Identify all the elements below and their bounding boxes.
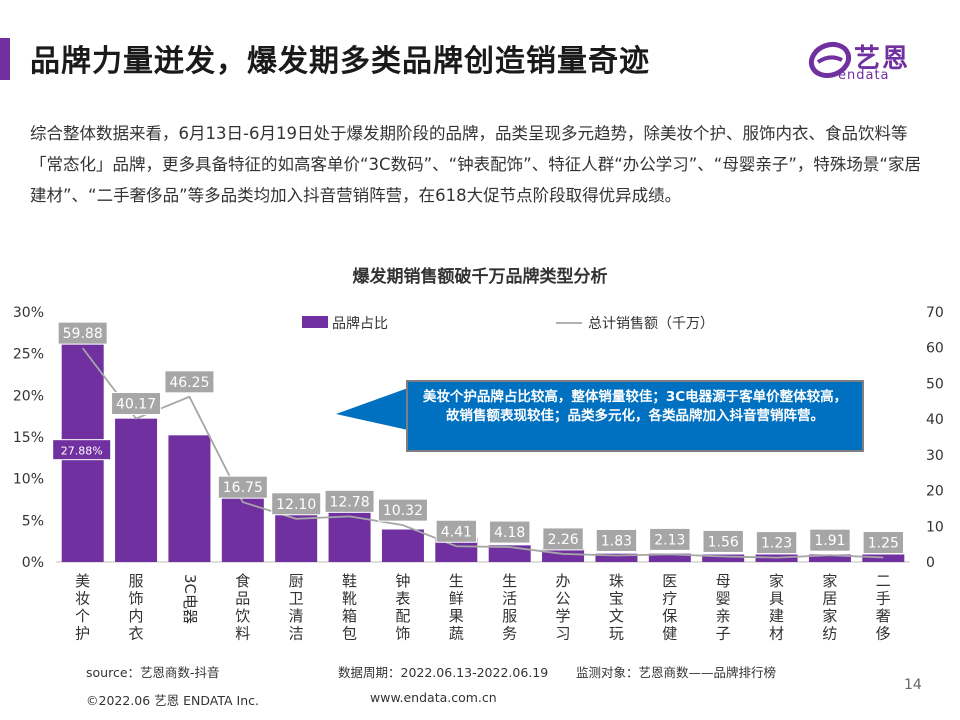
category-label: 3C电器: [181, 574, 199, 624]
bar: [115, 418, 158, 562]
line-data-label: 1.91: [814, 533, 845, 549]
callout-box: 美妆个护品牌占比较高，整体销量较佳；3C电器源于客单价整体较高，故销售额表现较佳…: [406, 380, 864, 452]
right-axis-tick-label: 0: [926, 555, 935, 571]
category-label: 珠宝文玩: [609, 572, 624, 643]
footer-monitor: 监测对象：艺恩商数——品牌排行榜: [576, 665, 777, 680]
line-data-label-box: [57, 321, 108, 345]
left-axis-tick-label: 20%: [13, 388, 44, 404]
bar: [648, 553, 691, 562]
footer-website: www.endata.com.cn: [370, 690, 497, 705]
line-data-label: 1.56: [708, 534, 739, 550]
line-data-label-box: [542, 527, 584, 551]
line-data-label-box: [862, 531, 905, 555]
line-data-label-box: [217, 475, 268, 499]
footer-period: 数据周期：2022.06.13-2022.06.19: [338, 665, 549, 680]
chart-title: 爆发期销售额破千万品牌类型分析: [352, 267, 608, 287]
left-axis-tick-label: 30%: [13, 305, 44, 321]
line-data-label: 10.32: [383, 503, 423, 519]
category-label: 生鲜果蔬: [449, 572, 464, 643]
right-axis-tick-label: 20: [926, 484, 944, 500]
line-data-label: 46.25: [169, 375, 209, 391]
logo-text-en: endata: [838, 68, 890, 83]
line-data-label: 1.25: [868, 536, 899, 552]
category-label: 家具建材: [769, 572, 784, 643]
right-axis-tick-label: 40: [926, 412, 944, 428]
intro-paragraph: 综合整体数据来看，6月13日-6月19日处于爆发期阶段的品牌，品类呈现多元趋势，…: [30, 124, 921, 205]
line-data-label-box: [755, 531, 798, 555]
line-data-label: 59.88: [63, 326, 103, 342]
line-data-label: 4.41: [441, 524, 472, 540]
category-label: 办公学习: [556, 572, 571, 643]
category-label: 家居家纺: [822, 572, 837, 643]
category-label: 二手奢侈: [876, 572, 891, 643]
line-data-label-box: [649, 527, 691, 551]
line-data-label-box: [324, 489, 375, 513]
line-data-label: 4.18: [494, 525, 525, 541]
left-axis-tick-label: 0%: [22, 555, 44, 571]
callout-tail: [336, 388, 408, 430]
legend-line-label: 总计销售额（千万）: [588, 316, 714, 332]
line-data-label-box: [111, 392, 162, 416]
line-data-label: 40.17: [116, 397, 156, 413]
line-data-label: 2.26: [547, 532, 578, 548]
bar: [381, 529, 424, 562]
category-label: 母婴亲子: [716, 572, 731, 643]
line-data-label: 16.75: [223, 480, 263, 496]
line-data-label-box: [377, 498, 428, 522]
bar: [808, 554, 851, 562]
legend-bar-swatch: [302, 316, 328, 328]
line-data-label: 1.23: [761, 536, 792, 552]
line-data-label: 2.13: [654, 532, 685, 548]
footer-copyright: ©2022.06 艺恩 ENDATA Inc.: [86, 693, 260, 708]
bar-annotation-box: [52, 439, 112, 461]
right-axis-tick-label: 70: [926, 305, 944, 321]
left-axis-tick-label: 10%: [13, 472, 44, 488]
line-data-label: 12.10: [276, 497, 316, 513]
category-label: 医疗保健: [662, 572, 677, 643]
endata-logo: 艺恩 endata: [808, 38, 928, 86]
left-axis-tick-label: 25%: [13, 347, 44, 363]
sales-line: [81, 347, 884, 559]
line-data-label: 12.78: [330, 494, 370, 510]
line-data-label-box: [435, 519, 478, 543]
page-number: 14: [904, 677, 922, 693]
bar: [488, 545, 531, 562]
footer-source: source：艺恩商数-抖音: [86, 665, 220, 680]
legend-bar-label: 品牌占比: [332, 315, 388, 332]
title-accent-bar: [0, 38, 10, 80]
left-axis-tick-label: 5%: [22, 513, 44, 529]
category-label: 生活服务: [502, 572, 517, 643]
category-label: 美妆个护: [75, 572, 90, 643]
right-axis-tick-label: 60: [926, 341, 944, 357]
line-data-label-box: [595, 528, 638, 552]
category-label: 食品饮料: [235, 572, 250, 643]
right-axis-tick-label: 10: [926, 519, 944, 535]
line-data-label-box: [271, 492, 322, 516]
line-data-label: 1.83: [601, 533, 632, 549]
line-data-label-box: [809, 528, 851, 552]
logo-text-cn: 艺恩: [854, 44, 911, 74]
category-label: 服饰内衣: [129, 572, 144, 643]
bar: [542, 548, 585, 562]
bar: [595, 553, 638, 562]
line-data-label-box: [164, 370, 215, 394]
page-title: 品牌力量迸发，爆发期多类品牌创造销量奇迹: [30, 44, 650, 79]
line-data-label-box: [702, 529, 744, 553]
bar: [702, 554, 745, 562]
line-data-label-box: [488, 520, 531, 544]
left-axis-tick-label: 15%: [13, 430, 44, 446]
bar-annotation: 27.88%: [61, 445, 103, 458]
category-label: 钟表配饰: [395, 572, 410, 643]
category-label: 厨卫清洁: [289, 572, 304, 643]
right-axis-tick-label: 30: [926, 448, 944, 464]
endata-logo-icon: [808, 41, 852, 79]
bar: [168, 435, 211, 562]
bar: [862, 554, 905, 562]
category-label: 鞋靴箱包: [342, 572, 357, 643]
right-axis-tick-label: 50: [926, 376, 944, 392]
bar: [328, 507, 371, 562]
